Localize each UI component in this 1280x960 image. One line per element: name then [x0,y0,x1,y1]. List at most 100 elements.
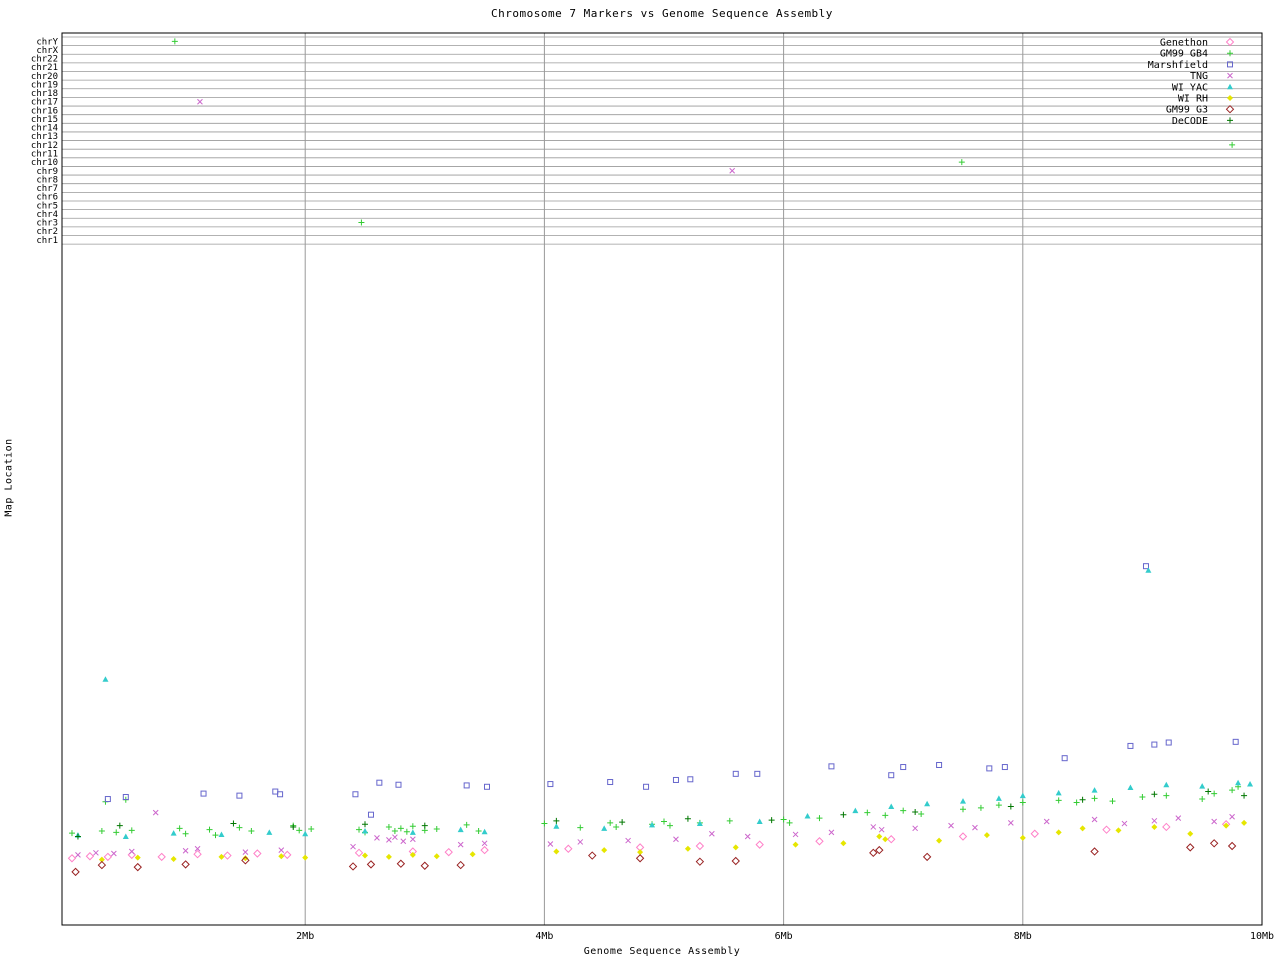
data-point [1073,799,1080,806]
data-point [948,822,954,829]
data-point [277,791,284,798]
legend-marker-icon [1227,61,1233,68]
data-point [403,828,410,835]
legend-label: GM99 G3 [1166,105,1208,116]
data-point [352,791,359,798]
data-point [1019,834,1026,841]
data-point [104,796,111,803]
y-axis-chr-label: chrY [36,37,58,47]
data-point [374,834,380,841]
y-axis-chr-label: chr6 [36,193,58,203]
data-point [242,855,249,862]
y-axis-chr-label: chr3 [36,219,58,229]
data-point [481,840,488,847]
data-point [1163,792,1170,799]
data-point [218,831,225,837]
data-point [102,676,109,682]
data-point [1162,822,1171,832]
data-point [97,860,107,870]
data-point [1055,829,1062,836]
data-point [882,836,889,843]
data-point [786,819,793,826]
data-point [564,844,573,853]
data-point [128,827,135,834]
data-point [409,836,416,843]
data-point [128,848,135,855]
y-axis-chr-label: chr2 [36,227,58,237]
data-point [1241,819,1248,826]
data-point [936,761,943,768]
data-point [181,860,190,869]
data-point [695,841,705,851]
data-point [1061,755,1068,762]
data-point [420,861,430,870]
legend-label: WI RH [1178,94,1208,105]
data-point [1091,795,1098,802]
plot-border [61,32,1263,926]
data-point [74,833,81,840]
data-point [977,804,984,811]
y-axis-chr-label: chr8 [36,175,58,185]
data-point [553,823,560,829]
data-point [1055,797,1062,804]
data-point [541,820,548,827]
data-point [134,854,141,861]
data-point [182,847,189,854]
data-point [236,824,243,831]
data-point [1165,739,1172,746]
data-point [457,826,464,833]
data-point [223,851,232,860]
data-point [995,795,1002,801]
data-point [649,821,656,828]
data-point [888,772,895,779]
data-point [756,818,763,825]
data-point [918,811,925,818]
data-point [1007,820,1014,826]
data-point [1241,792,1248,799]
data-point [266,829,273,835]
data-point [75,852,81,858]
legend-label: WI YAC [1172,82,1208,93]
chart-title: Chromosome 7 Markers vs Genome Sequence … [491,7,833,20]
y-axis-chr-label: chr7 [36,184,58,194]
data-point [887,835,896,844]
data-point [480,845,489,855]
data-point [1043,818,1050,825]
data-point [350,843,356,850]
data-point [457,841,464,848]
data-point [68,830,75,837]
data-point [1115,827,1122,834]
data-point [888,803,895,810]
data-point [170,855,177,862]
data-point [708,830,715,837]
data-point [348,862,358,871]
data-point [127,850,136,860]
data-point [731,856,740,866]
data-point [98,856,105,863]
legend-marker-icon [1227,117,1233,124]
data-point [900,764,907,771]
data-point [362,821,368,828]
data-point [1175,815,1182,821]
y-axis-chr-label: chr17 [31,98,58,108]
data-point [1151,823,1158,830]
y-axis-chr-label: chr16 [31,106,58,116]
data-point [1229,787,1236,794]
data-point [1030,829,1039,838]
data-point [366,860,376,869]
data-point [392,834,398,841]
data-point [828,829,835,836]
data-point [376,779,383,786]
x-axis-tick-label: 4Mb [535,931,553,942]
data-point [302,854,309,861]
data-point [732,844,739,851]
data-point [732,770,739,777]
data-point [308,825,315,832]
data-point [103,852,113,862]
data-point [113,829,120,836]
data-point [815,837,824,846]
data-point [278,847,285,853]
legend-marker-icon [1227,83,1233,90]
data-point [278,853,285,860]
